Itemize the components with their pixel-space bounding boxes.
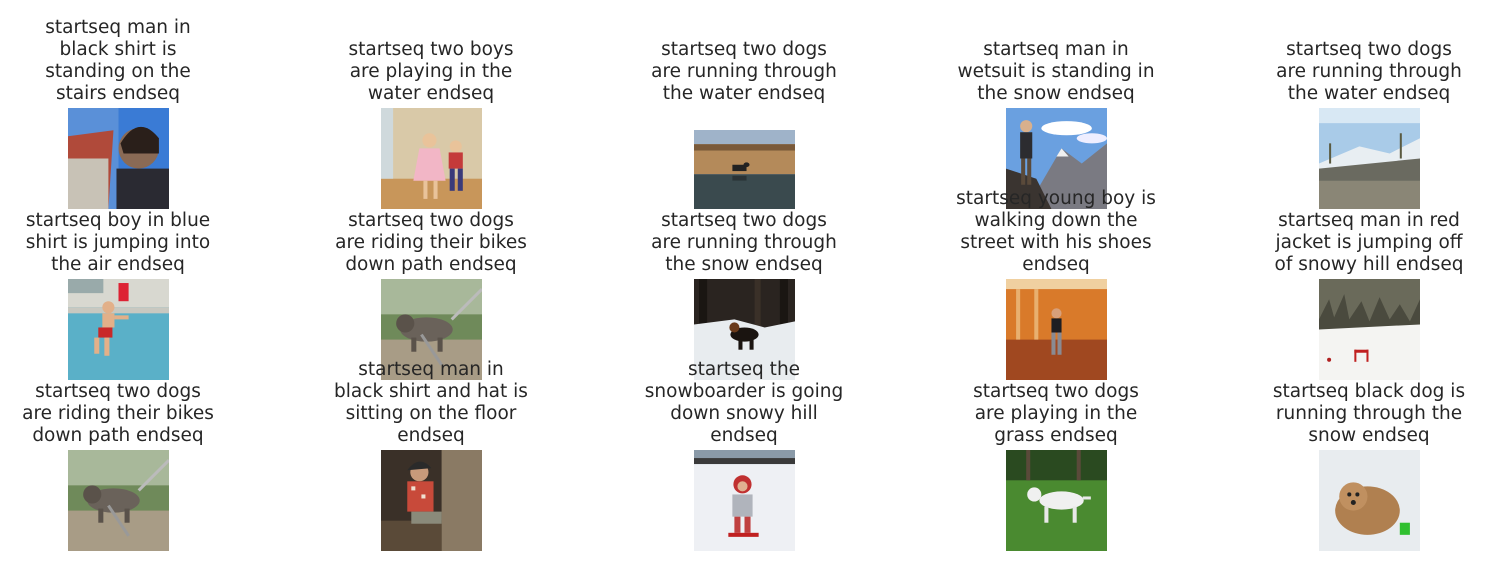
caption-text: startseq two dogs are running through th… [1276, 39, 1462, 104]
grid-cell: startseq two dogs are riding their bikes… [18, 381, 218, 551]
grid-cell: startseq black dog is running through th… [1269, 381, 1469, 551]
grid-cell: startseq young boy is walking down the s… [956, 188, 1156, 380]
grid-cell: startseq man in black shirt and hat is s… [331, 359, 531, 551]
photo-child-snow [694, 450, 795, 551]
photo-snowy-field [1319, 108, 1420, 209]
caption-text: startseq two dogs are running through th… [651, 39, 837, 104]
photo-shaggy-dog-snow [1319, 450, 1420, 551]
photo-snowy-hill [1319, 279, 1420, 380]
caption-text: startseq two boys are playing in the wat… [348, 39, 514, 104]
grid-cell: startseq two dogs are playing in the gra… [956, 381, 1156, 551]
photo-dog-pond [694, 130, 795, 209]
grid-cell: startseq man in red jacket is jumping of… [1269, 210, 1469, 380]
caption-text: startseq man in red jacket is jumping of… [1274, 210, 1464, 275]
grid-cell: startseq two dogs are running through th… [644, 210, 844, 380]
photo-kids-dancing [381, 108, 482, 209]
caption-text: startseq boy in blue shirt is jumping in… [25, 210, 211, 275]
photo-hiker-mountain [1006, 108, 1107, 209]
photo-girl-orange-room [1006, 279, 1107, 380]
caption-text: startseq black dog is running through th… [1272, 381, 1466, 446]
photo-dog-snow-woods [694, 279, 795, 380]
grid-cell: startseq two dogs are running through th… [1269, 39, 1469, 209]
photo-dog-chain [381, 279, 482, 380]
grid-cell: startseq boy in blue shirt is jumping in… [18, 210, 218, 380]
grid-cell: startseq man in wetsuit is standing in t… [956, 39, 1156, 209]
grid-cell: startseq the snowboarder is going down s… [644, 359, 844, 551]
caption-text: startseq two dogs are riding their bikes… [22, 381, 214, 446]
photo-man-sitting [381, 450, 482, 551]
grid-cell: startseq two dogs are riding their bikes… [331, 210, 531, 380]
grid-cell: startseq man in black shirt is standing … [18, 17, 218, 209]
caption-text: startseq two dogs are running through th… [651, 210, 837, 275]
photo-dog-chain [68, 450, 169, 551]
grid-cell: startseq two dogs are running through th… [644, 39, 844, 209]
caption-text: startseq two dogs are riding their bikes… [335, 210, 527, 275]
photo-dog-grass [1006, 450, 1107, 551]
photo-boy-pool [68, 279, 169, 380]
caption-text: startseq man in wetsuit is standing in t… [957, 39, 1155, 104]
grid-cell: startseq two boys are playing in the wat… [331, 39, 531, 209]
photo-man-portrait [68, 108, 169, 209]
caption-text: startseq man in black shirt is standing … [45, 17, 191, 104]
caption-text: startseq young boy is walking down the s… [956, 188, 1156, 275]
caption-text: startseq the snowboarder is going down s… [644, 359, 844, 446]
caption-text: startseq two dogs are playing in the gra… [973, 381, 1139, 446]
caption-text: startseq man in black shirt and hat is s… [334, 359, 528, 446]
